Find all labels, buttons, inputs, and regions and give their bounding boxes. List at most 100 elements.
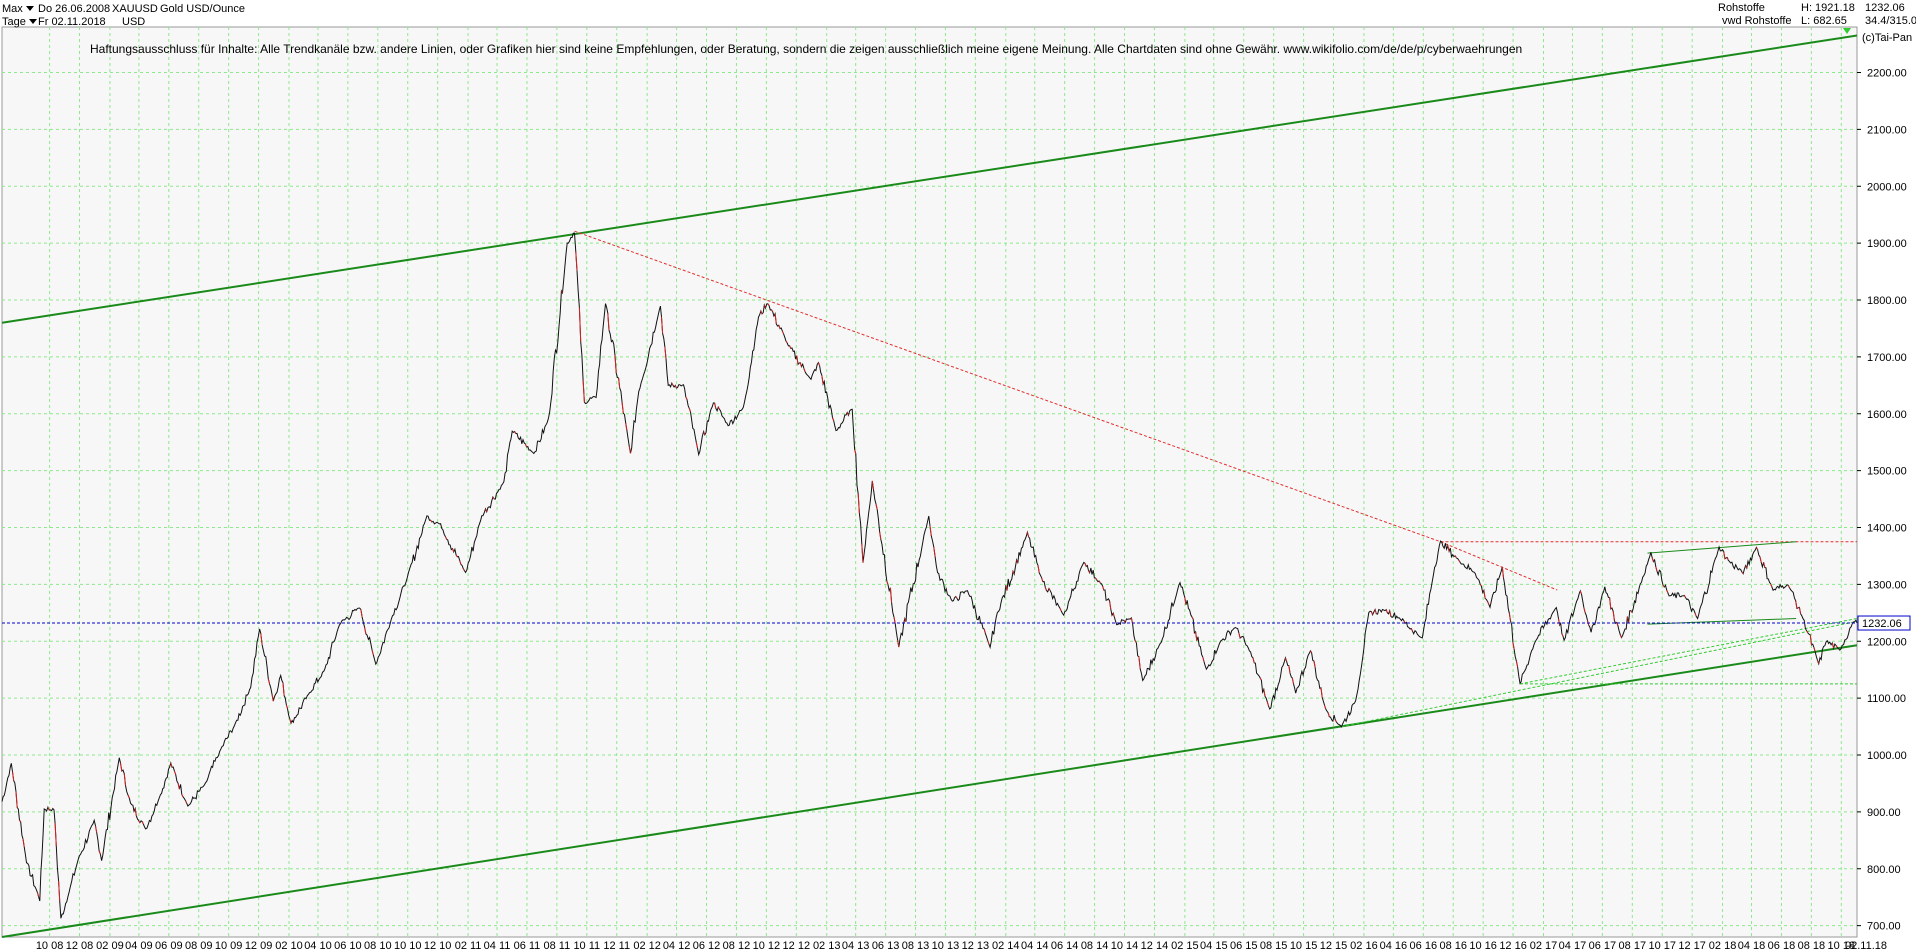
down-bar (1787, 585, 1790, 589)
down-bar (1048, 588, 1051, 591)
exchange: Rohstoffe (1718, 2, 1765, 14)
down-bar (1723, 551, 1726, 559)
down-bar (875, 503, 878, 510)
trendline (1, 34, 1858, 324)
down-bar (714, 402, 717, 409)
down-bar (36, 892, 40, 897)
exchange-secondary: vwd Rohstoffe (1722, 15, 1792, 27)
down-bar (1112, 613, 1115, 618)
down-bar (1109, 601, 1112, 610)
down-bar (1385, 609, 1388, 613)
date-to: Fr 02.11.2018 (38, 16, 106, 28)
down-bar (1755, 547, 1759, 550)
down-bar (1835, 645, 1838, 648)
y-tick-label: 1300.00 (1867, 579, 1907, 591)
range-selector[interactable]: Max (2, 3, 36, 16)
down-bar (1044, 587, 1047, 591)
x-tick-label: 06 15 (1230, 940, 1258, 952)
marker-icon (1843, 28, 1851, 34)
x-tick-label: 04 17 (1559, 940, 1587, 952)
down-bar (1817, 660, 1820, 664)
down-bar (618, 378, 621, 389)
down-bar (430, 519, 433, 523)
last-value-box (1857, 615, 1911, 631)
down-bar (575, 251, 578, 271)
x-tick-label: 06 10 (334, 940, 362, 952)
down-bar (1501, 566, 1504, 578)
down-bar (1759, 556, 1762, 563)
symbol: XAUUSD (112, 3, 158, 15)
y-tick-label: 1000.00 (1867, 750, 1907, 762)
down-bar (621, 402, 624, 414)
down-bar (1059, 607, 1062, 612)
down-bar (1005, 584, 1008, 591)
y-tick-label: 1700.00 (1867, 352, 1907, 364)
down-bar (688, 408, 691, 412)
down-bar (767, 303, 770, 306)
x-tick-label: 06 12 (693, 940, 721, 952)
x-tick-label: 08 12 (723, 940, 751, 952)
x-tick-label: 10 10 (394, 940, 422, 952)
x-tick-label: 04 18 (1738, 940, 1766, 952)
trendline (1519, 618, 1858, 685)
down-bar (763, 304, 766, 309)
high-value: H: 1921.18 (1801, 2, 1855, 14)
down-bar (1512, 642, 1515, 650)
down-bar (462, 568, 465, 571)
down-bar (1813, 647, 1816, 652)
down-bar (360, 609, 363, 618)
chevron-down-icon (25, 6, 34, 12)
down-bar (138, 820, 141, 823)
down-bar (181, 794, 184, 798)
down-bar (983, 628, 986, 634)
down-bar (1095, 577, 1098, 581)
down-bar (1770, 583, 1773, 588)
x-tick-label: 12 12 (783, 940, 811, 952)
x-tick-label: 04 10 (304, 940, 332, 952)
down-bar (1651, 557, 1654, 562)
y-tick-label: 1200.00 (1867, 636, 1907, 648)
down-bar (1745, 565, 1748, 569)
down-bar (717, 406, 720, 410)
down-bar (1583, 607, 1586, 613)
down-bar (371, 650, 374, 656)
down-bar (1479, 584, 1482, 587)
down-bar (120, 763, 123, 772)
down-bar (861, 543, 864, 563)
down-bar (1238, 632, 1241, 639)
down-bar (1389, 610, 1392, 617)
down-bar (1508, 613, 1511, 621)
range-label: Max (2, 3, 23, 15)
down-bar (1410, 628, 1413, 632)
x-axis: 10 08 12 08 02 09 04 09 06 09 08 09 10 09 12 09… (36, 940, 1887, 952)
down-bar (1763, 562, 1766, 568)
down-bar (1662, 584, 1665, 588)
down-bar (134, 808, 137, 817)
x-tick-label: 12 11 (603, 940, 630, 952)
extra-value: 34.4/315.0 (1865, 15, 1916, 27)
down-bar (98, 850, 101, 855)
instrument-name: Gold USD/Ounce (160, 3, 245, 15)
down-bar (1191, 616, 1194, 620)
x-tick-label: 02 17 (1530, 940, 1558, 952)
down-bar (854, 449, 857, 455)
down-bar (1313, 661, 1316, 668)
plot-area (1, 26, 1858, 938)
down-bar (123, 773, 126, 786)
x-tick-label: 04 09 (125, 940, 153, 952)
y-tick-label: 900.00 (1867, 807, 1901, 819)
down-bar (289, 718, 292, 724)
x-tick-label: 10 08 (36, 940, 64, 952)
down-bar (173, 770, 177, 775)
period-selector[interactable]: Tage (2, 16, 39, 29)
down-bar (1454, 555, 1457, 559)
x-tick-label: 06 13 (872, 940, 900, 952)
down-bar (1806, 630, 1809, 634)
down-bar (170, 762, 173, 768)
x-tick-label: 06 09 (155, 940, 183, 952)
x-tick-label: 04 11 (484, 940, 511, 952)
x-tick-label: 12 10 (424, 940, 452, 952)
down-bar (260, 633, 263, 645)
x-tick-label: 12 09 (245, 940, 273, 952)
